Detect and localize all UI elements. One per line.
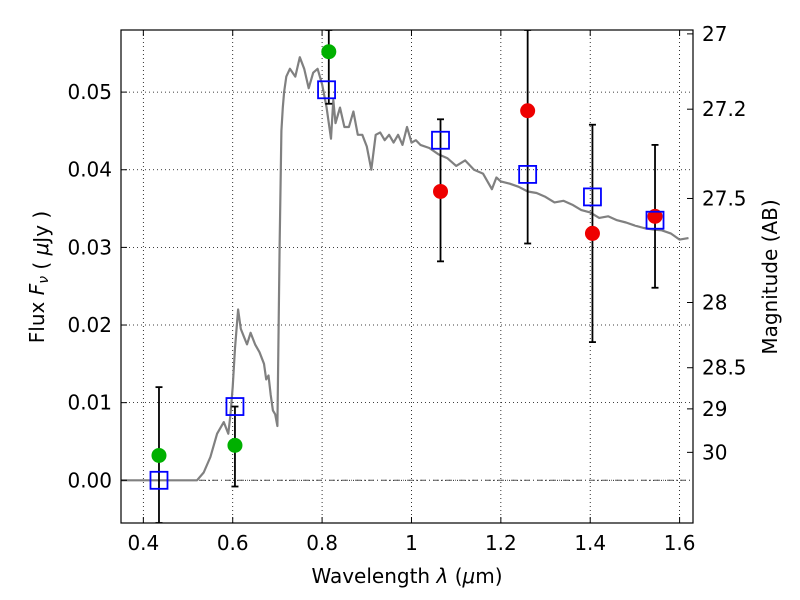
right-tick-label: 28 (702, 291, 727, 315)
x-tick-label: 1 (405, 531, 418, 555)
right-tick-label: 27.5 (702, 186, 747, 210)
model-photometry-square (149, 470, 169, 490)
y-tick-label: 0.02 (67, 313, 112, 337)
y-tick-label: 0.05 (67, 80, 112, 104)
observed-point-red (433, 183, 449, 199)
right-tick-label: 27.2 (702, 97, 747, 121)
right-tick-label: 29 (702, 397, 727, 421)
observed-point-red (520, 103, 536, 119)
observed-point-green (321, 44, 337, 60)
model-sed-line (121, 56, 689, 482)
model-photometry-square (518, 165, 538, 184)
x-tick-label: 0.4 (127, 531, 159, 555)
y-tick-label: 0.01 (67, 391, 112, 415)
plot-area (121, 30, 693, 523)
x-tick-label: 1.2 (485, 531, 517, 555)
plot-frame (120, 29, 694, 524)
x-tick-label: 0.6 (217, 531, 249, 555)
right-tick-label: 30 (702, 440, 727, 464)
model-photometry-square (583, 187, 602, 207)
model-photometry-square (645, 210, 665, 230)
observed-point-green (151, 447, 167, 463)
axes: 0.4 0.6 0.8 1 1.2 1.4 1.6 0.00 0.01 0.02 0.03 0.04 0… (67, 22, 746, 555)
x-axis-label: Wavelength λ (μm) (311, 564, 502, 588)
right-axis-label: Magnitude (AB) (758, 199, 782, 354)
right-tick-label: 28.5 (702, 356, 747, 380)
x-tick-label: 0.8 (306, 531, 338, 555)
right-tick-label: 27 (702, 22, 727, 46)
y-axis-label: Flux Fν ( μJy ) (25, 211, 53, 343)
model-photometry-square (225, 397, 245, 416)
x-tick-label: 1.6 (664, 531, 696, 555)
model-photometry-square (317, 80, 336, 100)
y-tick-label: 0.00 (67, 468, 112, 492)
y-tick-label: 0.04 (67, 158, 112, 182)
y-tick-label: 0.03 (67, 235, 112, 259)
observed-point-red (584, 225, 600, 241)
x-tick-label: 1.4 (574, 531, 606, 555)
model-photometry-square (431, 130, 450, 150)
grid (121, 30, 693, 523)
observed-point-green (227, 437, 243, 453)
